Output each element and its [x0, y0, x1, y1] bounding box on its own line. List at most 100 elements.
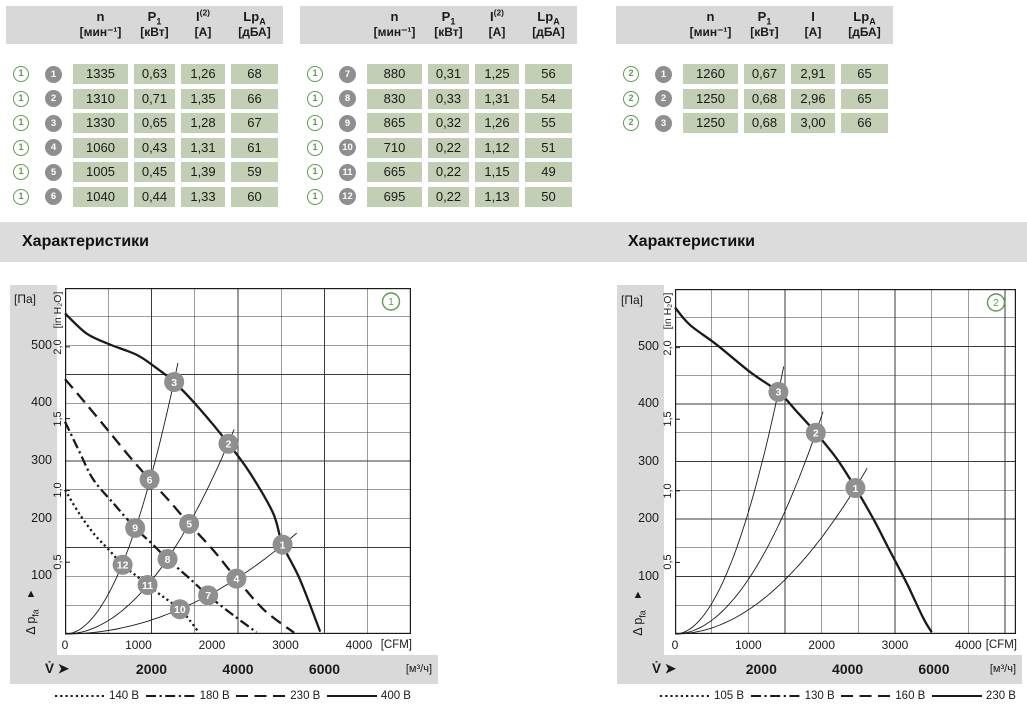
- operating-point-2: 2: [218, 433, 239, 454]
- legend-line-solid: [326, 695, 377, 697]
- operating-point-circle: [198, 585, 219, 606]
- legend-line-dashdot: [145, 695, 196, 697]
- y-axis-title-sub: fa: [637, 610, 648, 618]
- cfm-tick-label: 3000: [881, 638, 909, 652]
- value-cell: 60: [231, 186, 278, 207]
- column-unit: [кВт]: [434, 25, 463, 39]
- inh2o-tick-label: 1,5: [662, 411, 674, 427]
- legend-label: 130 В: [804, 690, 835, 702]
- point-badge: 1: [45, 65, 62, 83]
- column-symbol: n: [70, 9, 131, 25]
- symbol-text: I: [489, 9, 494, 24]
- column-header: I(2) [A]: [178, 8, 228, 41]
- value-cell: 1,35: [181, 88, 225, 109]
- group-badge: 1: [307, 66, 323, 82]
- symbol-subscript: A: [869, 16, 876, 27]
- m3h-tick-label: 2000: [745, 661, 777, 677]
- spec-table-2: n [мин⁻¹] P1 [кВт] I(2) [A] LpA [дБА] 1 7 880 0,31 1…: [300, 6, 577, 207]
- operating-point-number: 11: [142, 580, 153, 592]
- plot-border: [675, 289, 1016, 634]
- inh2o-tick-label: 0,5: [52, 554, 64, 570]
- column-symbol: P1: [131, 9, 178, 27]
- column-header: P1 [кВт]: [131, 9, 178, 41]
- value-cell: 54: [525, 88, 572, 109]
- y-axis-title-sub: fa: [30, 609, 41, 617]
- column-symbol: P1: [741, 9, 788, 27]
- column-unit: [кВт]: [750, 25, 779, 39]
- symbol-text: P: [441, 9, 451, 24]
- group-badge: 2: [623, 115, 639, 131]
- column-symbol: P1: [425, 9, 472, 27]
- operating-point-2: 2: [805, 422, 826, 443]
- section-title-right: Характеристики: [628, 233, 756, 250]
- system-curve: [674, 366, 785, 635]
- value-cell: 1330: [73, 113, 128, 133]
- operating-point-number: 5: [186, 519, 192, 531]
- value-cell: 1,25: [475, 64, 519, 84]
- value-cell: 49: [525, 162, 572, 182]
- symbol-subscript: 1: [450, 16, 456, 27]
- value-cell: 1,26: [475, 113, 519, 133]
- operating-point-circle: [218, 433, 239, 454]
- m3h-axis-band: [617, 655, 1022, 684]
- cfm-tick-label: 0: [61, 638, 69, 652]
- value-cell: 0,63: [134, 64, 175, 84]
- value-cell: 865: [367, 113, 422, 133]
- symbol-text: I: [811, 9, 815, 24]
- column-unit: [A]: [804, 25, 822, 39]
- cfm-tick-label: 1000: [734, 638, 762, 652]
- legend-item: 130 В: [750, 690, 835, 702]
- symbol-text: I: [195, 9, 200, 24]
- point-badge: 7: [339, 65, 356, 83]
- value-cell: 51: [525, 137, 572, 158]
- chart-badge: 1: [381, 292, 401, 311]
- system-curve: [674, 467, 868, 635]
- operating-point-circle: [137, 574, 158, 595]
- y-axis-strip: [617, 285, 664, 684]
- m3h-axis-band: [10, 655, 438, 684]
- operating-point-3: 3: [164, 371, 185, 392]
- cfm-unit-label: [CFM]: [985, 639, 1017, 651]
- symbol-subscript: 1: [156, 16, 162, 27]
- group-badge: 1: [307, 115, 323, 131]
- m3h-tick-label: 4000: [832, 661, 864, 677]
- inh2o-unit-label: [in H₂O]: [662, 292, 674, 330]
- pa-tick-label: 500: [31, 337, 52, 352]
- point-badge: 8: [339, 90, 356, 107]
- value-cell: 0,22: [428, 162, 469, 182]
- pa-tick-label: 300: [31, 453, 52, 467]
- flow-rate-symbol: V̇ ➤: [45, 661, 70, 676]
- column-header: I(2) [A]: [472, 8, 522, 41]
- pa-unit-label: [Па]: [621, 293, 643, 307]
- symbol-text: Lp: [537, 9, 554, 24]
- symbol-text: Lp: [243, 9, 260, 24]
- inh2o-tick-label: 1,0: [662, 483, 674, 499]
- point-badge: 2: [45, 90, 62, 107]
- y-axis-title: Δ pfa: [631, 610, 648, 636]
- point-badge: 5: [45, 163, 62, 181]
- symbol-text: P: [147, 9, 157, 24]
- value-cell: 1,12: [475, 137, 519, 158]
- pa-tick-label: 400: [31, 395, 52, 410]
- column-unit: [мин⁻¹]: [79, 25, 122, 39]
- operating-point-number: 9: [132, 523, 138, 535]
- value-cell: 665: [367, 162, 422, 182]
- operating-point-number: 2: [813, 428, 819, 440]
- symbol-text: n: [706, 9, 715, 24]
- value-cell: 68: [231, 64, 278, 84]
- value-cell: 0,45: [134, 162, 175, 182]
- table-header: n [мин⁻¹] P1 [кВт] I [A] LpA [дБА]: [616, 6, 893, 44]
- chart-badge-circle: [381, 292, 401, 311]
- plot-border: [65, 288, 411, 634]
- grid-lines: [65, 288, 411, 634]
- column-header: LpA [дБА]: [838, 9, 891, 41]
- value-cell: 695: [367, 186, 422, 207]
- column-unit: [кВт]: [140, 25, 169, 39]
- value-cell: 56: [525, 64, 572, 84]
- symbol-subscript: 1: [766, 16, 772, 27]
- group-badge: 1: [307, 139, 323, 156]
- value-cell: 0,65: [134, 113, 175, 133]
- inh2o-tick-label: 2,0: [52, 339, 64, 355]
- value-cell: 65: [841, 64, 888, 84]
- value-cell: 0,22: [428, 186, 469, 207]
